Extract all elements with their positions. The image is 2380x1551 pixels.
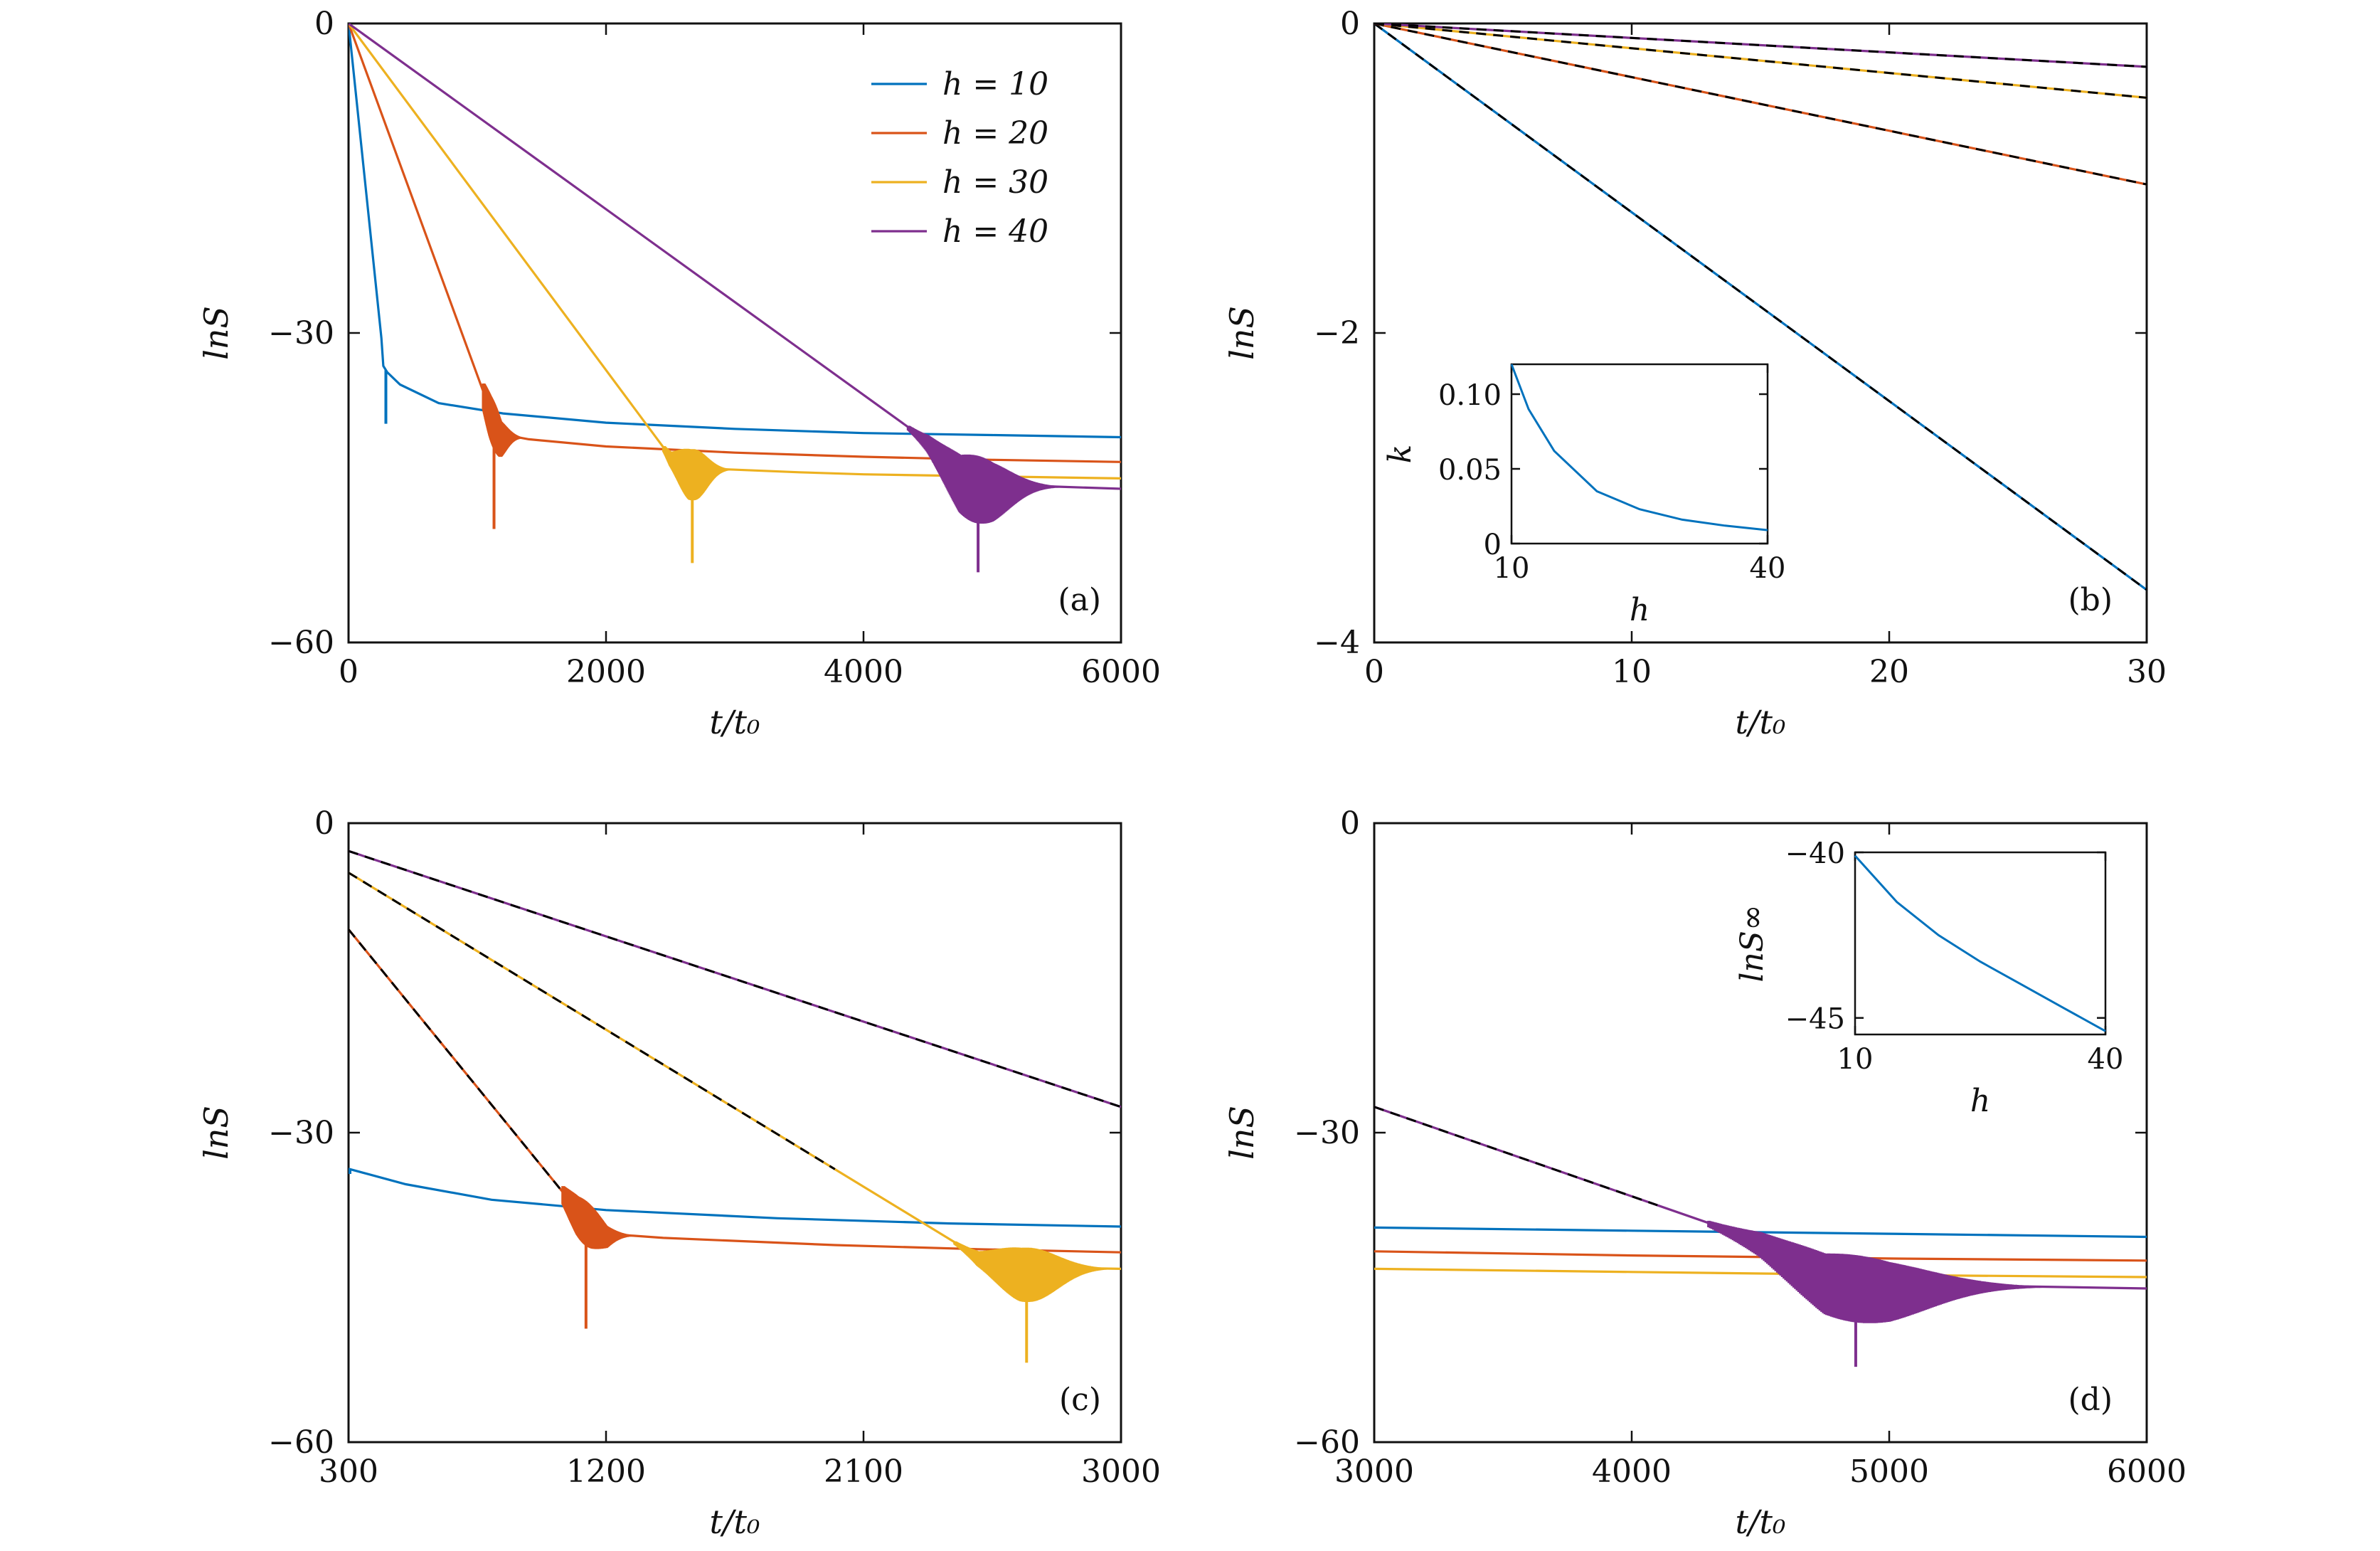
panel-d-y-tick-label: 0	[1340, 805, 1360, 842]
panel-c-series-group	[349, 849, 1121, 1363]
panel-c-fit-h20	[349, 928, 561, 1190]
panel-c-y-axis-title: lnS	[197, 1106, 235, 1160]
panel-b-fit-h10	[1374, 23, 2147, 591]
panel-b-inset-line	[1510, 364, 1768, 531]
panel-b-inset-x-title: h	[1630, 592, 1649, 628]
panel-a-y-axis-title: lnS	[197, 306, 235, 360]
panel-d-x-tick-label: 5000	[1849, 1454, 1929, 1490]
panel-c: 300 1200 2100 3000 0 −30 −60 t/t₀ lnS (c)	[197, 805, 1161, 1541]
panel-c-y-tick-label: −30	[268, 1115, 334, 1151]
panel-d-line-h30	[1374, 1267, 2147, 1279]
panel-a-line-h10	[349, 23, 1121, 439]
panel-a-y-tick-label: −60	[268, 625, 334, 661]
panel-a-y-tick-label: −30	[268, 315, 334, 351]
panel-b-x-axis-title: t/t₀	[1736, 703, 1786, 741]
legend-label: h = 10	[942, 66, 1048, 102]
panel-c-x-axis-title: t/t₀	[710, 1503, 760, 1541]
panel-b-y-tick-label: 0	[1340, 6, 1360, 42]
panel-a-oscillation-band	[906, 425, 1072, 524]
legend-label: h = 20	[942, 115, 1048, 152]
panel-c-oscillation-band	[953, 1241, 1121, 1302]
panel-b-x-tick-label: 10	[1612, 654, 1652, 690]
panel-d-oscillation-band	[1707, 1220, 2071, 1323]
panel-b-inset-y-tick-label: 0.10	[1438, 379, 1502, 412]
panel-d-x-tick-label: 6000	[2107, 1454, 2187, 1490]
panel-d-series-group	[1374, 1106, 2147, 1367]
panel-c-x-tick-label: 300	[319, 1454, 378, 1490]
panel-b-inset-x-tick-label: 40	[1750, 552, 1786, 585]
panel-d-x-axis-title: t/t₀	[1736, 1503, 1786, 1541]
panel-c-y-tick-label: 0	[314, 805, 334, 842]
panel-d-inset-y-title: lnS∞	[1734, 904, 1770, 982]
panel-b-y-tick-label: −2	[1314, 315, 1360, 351]
panel-b-fit-h30	[1374, 23, 2147, 99]
panel-b-inset-plot-frame	[1510, 363, 1769, 545]
panel-d-inset-x-tick-label: 40	[2088, 1043, 2124, 1076]
panel-a-x-tick-label: 4000	[824, 654, 903, 690]
panel-d-inset-plot-frame	[1854, 851, 2107, 1036]
panel-c-line-h10	[349, 1168, 1121, 1228]
panel-d-inset-background	[1855, 852, 2105, 1034]
panel-d-inset: 10 40 −40 −45 h lnS∞	[1734, 837, 2123, 1119]
legend-label: h = 40	[942, 213, 1048, 250]
panel-d-inset-y-tick-label: −40	[1785, 837, 1845, 870]
panel-d-inset-y-tick-label: −45	[1785, 1003, 1845, 1036]
panel-d-y-axis-title: lnS	[1223, 1106, 1261, 1160]
panel-d-y-tick-label: −30	[1294, 1115, 1360, 1151]
panel-b-series-group	[1374, 23, 2147, 591]
panel-a-x-tick-label: 6000	[1081, 654, 1161, 690]
panel-c-y-tick-label: −60	[268, 1424, 334, 1461]
panel-b-inset-y-title: k	[1382, 445, 1418, 464]
panel-c-oscillation-band	[561, 1186, 642, 1249]
panel-a-oscillation-band	[662, 446, 737, 501]
panel-b-fit-h40	[1374, 23, 2147, 68]
panel-c-fit-h30	[349, 872, 836, 1170]
panel-a-y-tick-label: 0	[314, 6, 334, 42]
panel-a-tag: (a)	[1058, 582, 1101, 618]
panel-b-x-tick-label: 20	[1869, 654, 1909, 690]
panel-a-series-group	[349, 23, 1121, 573]
panel-b-inset-y-tick-label: 0.05	[1438, 454, 1502, 487]
panel-d-inset-x-title: h	[1970, 1083, 1990, 1119]
panel-a-x-tick-label: 2000	[566, 654, 646, 690]
panel-a-x-axis-title: t/t₀	[710, 703, 760, 741]
panel-c-line-h40	[349, 849, 1121, 1108]
panel-b-inset-y-tick-label: 0	[1484, 529, 1502, 561]
panel-b-inset: 10 40 0 0.05 0.10 h k	[1382, 363, 1786, 628]
panel-d-line-h40	[1374, 1106, 2147, 1290]
panel-d-inset-line	[1854, 854, 2106, 1032]
panel-d-tag: (d)	[2068, 1382, 2113, 1418]
panel-d-inset-x-tick-label: 10	[1837, 1043, 1874, 1076]
panel-b-tag: (b)	[2068, 582, 2113, 618]
panel-b-x-tick-label: 0	[1364, 654, 1384, 690]
legend-label: h = 30	[942, 164, 1048, 201]
panel-b-fit-h20	[1374, 23, 2147, 186]
panel-c-plot-frame	[347, 822, 1122, 1444]
panel-d-x-tick-label: 3000	[1334, 1454, 1414, 1490]
panel-a-oscillation-band	[482, 383, 528, 457]
legend: h = 10 h = 20 h = 30 h = 40	[871, 66, 1048, 250]
panel-b-x-tick-label: 30	[2127, 654, 2167, 690]
panel-d-x-tick-label: 4000	[1592, 1454, 1672, 1490]
panel-d: 3000 4000 5000 6000 0 −30 −60 t/t₀ lnS (d) 10 40 −40…	[1223, 805, 2187, 1541]
panel-b-inset-x-tick-label: 10	[1494, 552, 1530, 585]
panel-c-x-tick-label: 2100	[824, 1454, 903, 1490]
panel-c-x-tick-label: 3000	[1081, 1454, 1161, 1490]
panel-c-tag: (c)	[1059, 1382, 1101, 1418]
panel-a-x-tick-label: 0	[339, 654, 358, 690]
panel-b-y-tick-label: −4	[1314, 625, 1360, 661]
panel-d-y-tick-label: −60	[1294, 1424, 1360, 1461]
panel-b-inset-background	[1512, 364, 1768, 544]
panel-c-x-tick-label: 1200	[566, 1454, 646, 1490]
panel-b-y-axis-title: lnS	[1223, 306, 1261, 360]
